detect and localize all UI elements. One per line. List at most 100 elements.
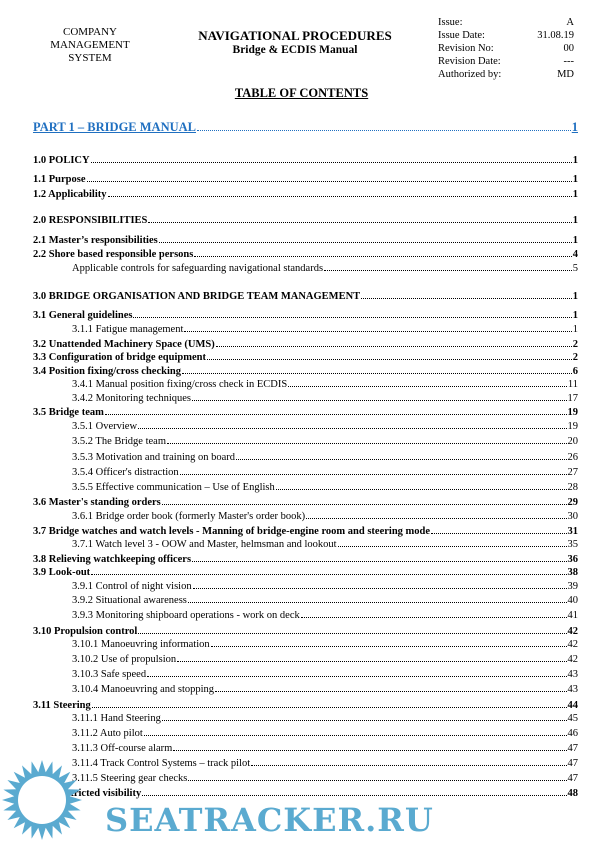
toc-entry-title: 3.10.1 Manoeuvring information (72, 639, 210, 650)
toc-entry-title: 3.5.1 Overview (72, 421, 138, 432)
dot-leader (143, 735, 567, 736)
toc-entry-page: 1 (572, 291, 578, 302)
dot-leader (86, 181, 572, 182)
toc-entry-page: 39 (567, 581, 579, 592)
toc-entry[interactable]: 3.11.5 Steering gear checks 47 (72, 772, 578, 785)
toc-entry[interactable]: 3.11 Steering 44 (33, 699, 578, 712)
toc-entry-page: 40 (567, 595, 579, 606)
toc-entry-page: 6 (572, 366, 578, 377)
dot-leader (133, 317, 572, 318)
dot-leader (210, 646, 567, 647)
dot-leader (215, 691, 567, 692)
toc-entry[interactable]: 3.1 General guidelines 1 (33, 309, 578, 322)
dot-leader (361, 298, 572, 299)
toc-entry[interactable]: 3.9.2 Situational awareness 40 (72, 594, 578, 607)
sun-rays (2, 760, 82, 840)
dot-leader (251, 765, 567, 766)
toc-entry[interactable]: 3.12 Restricted visibility 48 (33, 787, 578, 800)
toc-entry[interactable]: 2.1 Master’s responsibilities 1 (33, 234, 578, 247)
meta-value: --- (563, 56, 575, 67)
toc-entry-title: PART 1 – BRIDGE MANUAL (33, 120, 196, 134)
toc-entry-page: 47 (567, 773, 579, 784)
toc-entry[interactable]: 3.7.1 Watch level 3 - OOW and Master, he… (72, 538, 578, 551)
toc-entry[interactable]: 3.6.1 Bridge order book (formerly Master… (72, 510, 578, 523)
document-meta: Issue: A Issue Date: 31.08.19 Revision No:… (438, 16, 574, 81)
dot-leader (138, 633, 567, 634)
toc-entry[interactable]: 3.9.3 Monitoring shipboard operations - … (72, 609, 578, 622)
toc-entry[interactable]: 3.8 Relieving watchkeeping officers 36 (33, 553, 578, 566)
toc-entry-page: 1 (571, 120, 578, 134)
toc-entry-page: 44 (567, 700, 579, 711)
toc-entry[interactable]: 3.5.4 Officer's distraction 27 (72, 466, 578, 479)
toc-entry[interactable]: 3.5.1 Overview 19 (72, 420, 578, 433)
toc-entry[interactable]: 3.11.2 Auto pilot 46 (72, 727, 578, 740)
toc-entry[interactable]: 3.6 Master's standing orders 29 (33, 496, 578, 509)
meta-value: 00 (563, 43, 575, 54)
toc-entry[interactable]: 3.9.1 Control of night vision 39 (72, 580, 578, 593)
toc-entry-title: 3.9.3 Monitoring shipboard operations - … (72, 610, 300, 621)
toc-entry[interactable]: 3.4.1 Manual position fixing/cross check… (72, 378, 578, 391)
toc-entry[interactable]: 3.0 BRIDGE ORGANISATION AND BRIDGE TEAM … (33, 290, 578, 303)
dot-leader (161, 504, 567, 505)
meta-label: Issue Date: (438, 30, 485, 41)
toc-entry[interactable]: 3.10.2 Use of propulsion 42 (72, 653, 578, 666)
dot-leader (236, 459, 567, 460)
toc-entry[interactable]: 3.2 Unattended Machinery Space (UMS) 2 (33, 338, 578, 351)
toc-entry-title: 3.5.5 Effective communication – Use of E… (72, 482, 275, 493)
dot-leader (173, 750, 567, 751)
dot-leader (107, 196, 572, 197)
toc-entry-title: 3.7.1 Watch level 3 - OOW and Master, he… (72, 539, 337, 550)
toc-entry[interactable]: 1.0 POLICY 1 (33, 154, 578, 167)
toc-entry[interactable]: 3.5.5 Effective communication – Use of E… (72, 481, 578, 494)
dot-leader (90, 162, 572, 163)
toc-entry[interactable]: 3.7 Bridge watches and watch levels - Ma… (33, 525, 578, 538)
toc-entry[interactable]: 3.9 Look-out 38 (33, 566, 578, 579)
dot-leader (104, 414, 567, 415)
toc-entry-title: 3.5.4 Officer's distraction (72, 467, 179, 478)
toc-entry[interactable]: 3.4 Position fixing/cross checking 6 (33, 365, 578, 378)
toc-entry-title: 3.11 Steering (33, 700, 91, 711)
dot-leader (192, 400, 567, 401)
toc-entry-page: 35 (567, 539, 579, 550)
toc-entry[interactable]: 3.10.1 Manoeuvring information 42 (72, 638, 578, 651)
dot-leader (324, 270, 572, 271)
dot-leader (300, 617, 567, 618)
toc-entry-title: 3.4.2 Monitoring techniques (72, 393, 191, 404)
toc-entry-page: 19 (567, 407, 579, 418)
toc-entry[interactable]: 1.1 Purpose 1 (33, 173, 578, 186)
toc-entry-page: 1 (572, 235, 578, 246)
toc-entry[interactable]: 3.10.3 Safe speed 43 (72, 668, 578, 681)
toc-entry[interactable]: 3.5.3 Motivation and training on board 26 (72, 451, 578, 464)
toc-entry[interactable]: 3.10 Propulsion control 42 (33, 625, 578, 638)
toc-entry[interactable]: 3.5.2 The Bridge team 20 (72, 435, 578, 448)
toc-entry-page: 27 (567, 467, 579, 478)
toc-entry-page: 30 (567, 511, 579, 522)
toc-entry[interactable]: 3.5 Bridge team 19 (33, 406, 578, 419)
toc-entry[interactable]: 3.1.1 Fatigue management 1 (72, 323, 578, 336)
meta-value: A (566, 17, 574, 28)
dot-leader (197, 130, 571, 131)
title: NAVIGATIONAL PROCEDURES (198, 28, 392, 43)
toc-entry-title: 3.0 BRIDGE ORGANISATION AND BRIDGE TEAM … (33, 291, 361, 302)
sun-center (18, 776, 66, 824)
toc-entry[interactable]: 3.10.4 Manoeuvring and stopping 43 (72, 683, 578, 696)
dot-leader (177, 661, 567, 662)
toc-part-link[interactable]: PART 1 – BRIDGE MANUAL 1 (33, 120, 578, 135)
toc-entry[interactable]: Applicable controls for safeguarding nav… (72, 262, 578, 275)
dot-leader (179, 474, 567, 475)
toc-entry[interactable]: 3.4.2 Monitoring techniques 17 (72, 392, 578, 405)
meta-revision-no: Revision No: 00 (438, 42, 574, 55)
toc-entry[interactable]: 3.11.1 Hand Steering 45 (72, 712, 578, 725)
toc-entry-title: 3.10.3 Safe speed (72, 669, 147, 680)
toc-entry-page: 42 (567, 639, 579, 650)
toc-entry-title: 3.5.2 The Bridge team (72, 436, 166, 447)
toc-entry[interactable]: 3.11.3 Off-course alarm 47 (72, 742, 578, 755)
toc-entry[interactable]: 3.3 Configuration of bridge equipment 2 (33, 351, 578, 364)
toc-entry[interactable]: 3.11.4 Track Control Systems – track pil… (72, 757, 578, 770)
document-title: NAVIGATIONAL PROCEDURES Bridge & ECDIS M… (170, 28, 420, 57)
toc-entry[interactable]: 2.0 RESPONSIBILITIES 1 (33, 214, 578, 227)
meta-issue: Issue: A (438, 16, 574, 29)
dot-leader (206, 359, 572, 360)
toc-entry[interactable]: 2.2 Shore based responsible persons 4 (33, 248, 578, 261)
toc-entry[interactable]: 1.2 Applicability 1 (33, 188, 578, 201)
